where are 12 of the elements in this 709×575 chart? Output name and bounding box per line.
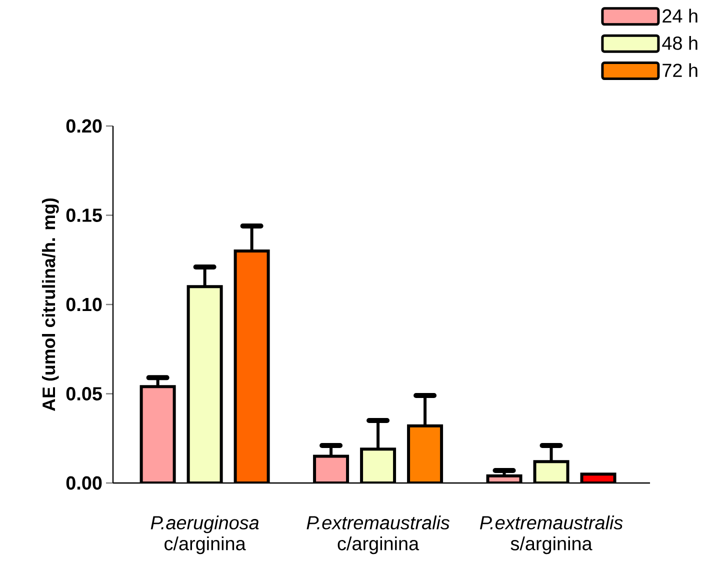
x-tick-label: P.extremaustralis c/arginina bbox=[306, 516, 450, 554]
y-tick-label: 0.05 bbox=[66, 387, 102, 400]
legend-label: 24 h bbox=[662, 8, 698, 23]
y-tick-label: 0.20 bbox=[66, 119, 102, 133]
y-tick-label: 0.10 bbox=[66, 298, 102, 312]
y-tick-label: 0.00 bbox=[66, 476, 102, 490]
x-tick-label: P.aeruginosa c/arginina bbox=[150, 516, 259, 554]
y-axis-title: AE (umol citrulina/h. mg) bbox=[42, 198, 59, 411]
legend-label: 48 h bbox=[662, 36, 698, 50]
legend-label: 72 h bbox=[662, 63, 698, 77]
x-tick-label: P.extremaustralis s/arginina bbox=[480, 516, 623, 554]
y-tick-label: 0.15 bbox=[66, 208, 102, 222]
